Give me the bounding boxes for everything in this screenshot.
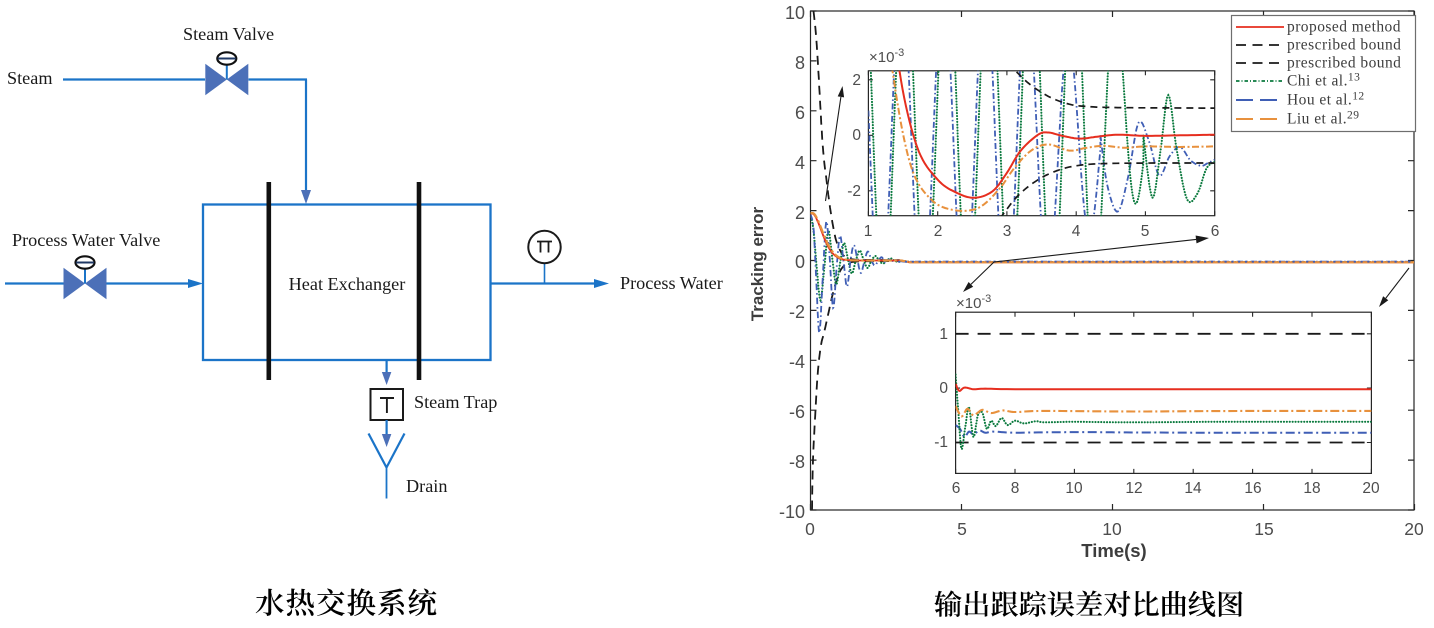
svg-text:proposed method: proposed method xyxy=(1287,19,1401,36)
svg-text:8: 8 xyxy=(1011,480,1020,497)
svg-text:Drain: Drain xyxy=(406,476,447,496)
svg-text:Steam Trap: Steam Trap xyxy=(414,392,497,412)
svg-text:3: 3 xyxy=(1003,223,1012,240)
svg-text:-8: -8 xyxy=(789,452,805,472)
svg-text:2: 2 xyxy=(934,223,943,240)
svg-text:4: 4 xyxy=(1072,223,1081,240)
svg-text:5: 5 xyxy=(957,519,967,539)
svg-text:16: 16 xyxy=(1244,480,1261,497)
svg-text:20: 20 xyxy=(1404,519,1424,539)
svg-text:Process Water: Process Water xyxy=(620,273,723,293)
svg-text:18: 18 xyxy=(1303,480,1320,497)
svg-text:1: 1 xyxy=(939,326,948,343)
svg-text:1: 1 xyxy=(864,223,873,240)
svg-text:15: 15 xyxy=(1254,519,1273,539)
svg-text:2: 2 xyxy=(852,72,861,89)
svg-text:Steam: Steam xyxy=(7,68,52,88)
svg-text:2: 2 xyxy=(795,203,805,223)
svg-text:-4: -4 xyxy=(789,352,805,372)
svg-text:5: 5 xyxy=(1141,223,1150,240)
svg-text:-2: -2 xyxy=(847,183,861,200)
svg-text:Chi et al.13: Chi et al.13 xyxy=(1287,72,1360,90)
svg-text:0: 0 xyxy=(939,380,948,397)
svg-text:0: 0 xyxy=(852,127,861,144)
svg-text:20: 20 xyxy=(1362,480,1380,497)
svg-text:6: 6 xyxy=(1211,223,1220,240)
svg-text:-2: -2 xyxy=(789,302,805,322)
svg-text:10: 10 xyxy=(785,3,805,23)
svg-text:-1: -1 xyxy=(934,434,948,451)
svg-text:Tracking error: Tracking error xyxy=(748,206,767,321)
svg-text:Steam Valve: Steam Valve xyxy=(183,24,274,44)
svg-text:Heat Exchanger: Heat Exchanger xyxy=(289,274,406,294)
svg-text:6: 6 xyxy=(795,103,805,123)
svg-text:-10: -10 xyxy=(779,502,805,522)
svg-text:0: 0 xyxy=(805,519,815,539)
svg-text:Process Water Valve: Process Water Valve xyxy=(12,230,160,250)
svg-text:0: 0 xyxy=(795,252,805,272)
svg-text:Time(s): Time(s) xyxy=(1081,540,1146,561)
svg-text:10: 10 xyxy=(1065,480,1083,497)
svg-text:14: 14 xyxy=(1184,480,1202,497)
svg-text:8: 8 xyxy=(795,53,805,73)
svg-text:Hou et al.12: Hou et al.12 xyxy=(1287,91,1365,109)
svg-text:-6: -6 xyxy=(789,402,805,422)
svg-text:10: 10 xyxy=(1102,519,1122,539)
svg-text:6: 6 xyxy=(952,480,961,497)
svg-text:12: 12 xyxy=(1125,480,1142,497)
svg-text:4: 4 xyxy=(795,153,805,173)
svg-text:prescribed bound: prescribed bound xyxy=(1287,55,1401,72)
svg-text:Liu et al.29: Liu et al.29 xyxy=(1287,110,1359,128)
svg-text:prescribed bound: prescribed bound xyxy=(1287,37,1401,54)
